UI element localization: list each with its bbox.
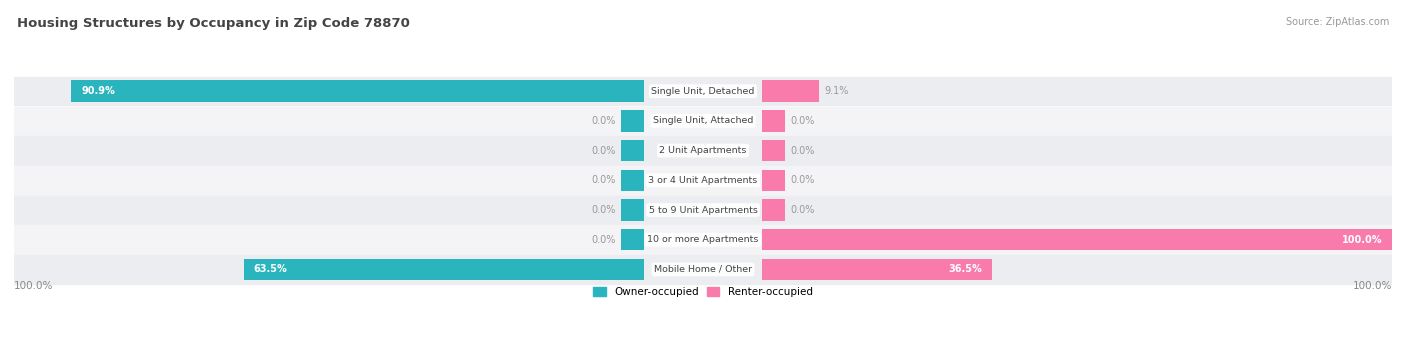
Text: 10 or more Apartments: 10 or more Apartments (647, 235, 759, 244)
Text: 9.1%: 9.1% (825, 86, 849, 96)
Bar (621, 199, 644, 221)
Text: Source: ZipAtlas.com: Source: ZipAtlas.com (1285, 17, 1389, 27)
Bar (762, 169, 785, 191)
Bar (762, 80, 820, 102)
Text: Housing Structures by Occupancy in Zip Code 78870: Housing Structures by Occupancy in Zip C… (17, 17, 409, 30)
Text: Single Unit, Attached: Single Unit, Attached (652, 116, 754, 125)
Text: 0.0%: 0.0% (790, 116, 814, 126)
Bar (14, 166, 1392, 195)
Text: 0.0%: 0.0% (592, 175, 616, 185)
Bar (621, 169, 644, 191)
Bar (14, 255, 1392, 284)
Text: 3 or 4 Unit Apartments: 3 or 4 Unit Apartments (648, 176, 758, 185)
Bar (762, 229, 1392, 250)
Bar (72, 80, 644, 102)
Bar (762, 199, 785, 221)
Text: 5 to 9 Unit Apartments: 5 to 9 Unit Apartments (648, 206, 758, 214)
Text: 100.0%: 100.0% (1341, 235, 1382, 245)
Text: 0.0%: 0.0% (790, 205, 814, 215)
Bar (14, 107, 1392, 135)
Legend: Owner-occupied, Renter-occupied: Owner-occupied, Renter-occupied (593, 287, 813, 297)
Bar (14, 77, 1392, 105)
Bar (762, 140, 785, 161)
Bar (14, 136, 1392, 165)
Bar (762, 110, 785, 132)
Bar (14, 196, 1392, 224)
Text: 63.5%: 63.5% (254, 265, 288, 275)
Text: Mobile Home / Other: Mobile Home / Other (654, 265, 752, 274)
Text: 0.0%: 0.0% (592, 146, 616, 155)
Bar (621, 229, 644, 250)
Text: 90.9%: 90.9% (82, 86, 115, 96)
Text: 0.0%: 0.0% (592, 205, 616, 215)
Text: 0.0%: 0.0% (592, 116, 616, 126)
Text: 2 Unit Apartments: 2 Unit Apartments (659, 146, 747, 155)
Text: 100.0%: 100.0% (1353, 281, 1392, 291)
Text: Single Unit, Detached: Single Unit, Detached (651, 87, 755, 95)
Text: 36.5%: 36.5% (949, 265, 983, 275)
Text: 0.0%: 0.0% (790, 146, 814, 155)
Bar (762, 259, 993, 280)
Text: 100.0%: 100.0% (14, 281, 53, 291)
Bar (245, 259, 644, 280)
Bar (621, 140, 644, 161)
Text: 0.0%: 0.0% (592, 235, 616, 245)
Bar (14, 225, 1392, 254)
Bar (621, 110, 644, 132)
Text: 0.0%: 0.0% (790, 175, 814, 185)
